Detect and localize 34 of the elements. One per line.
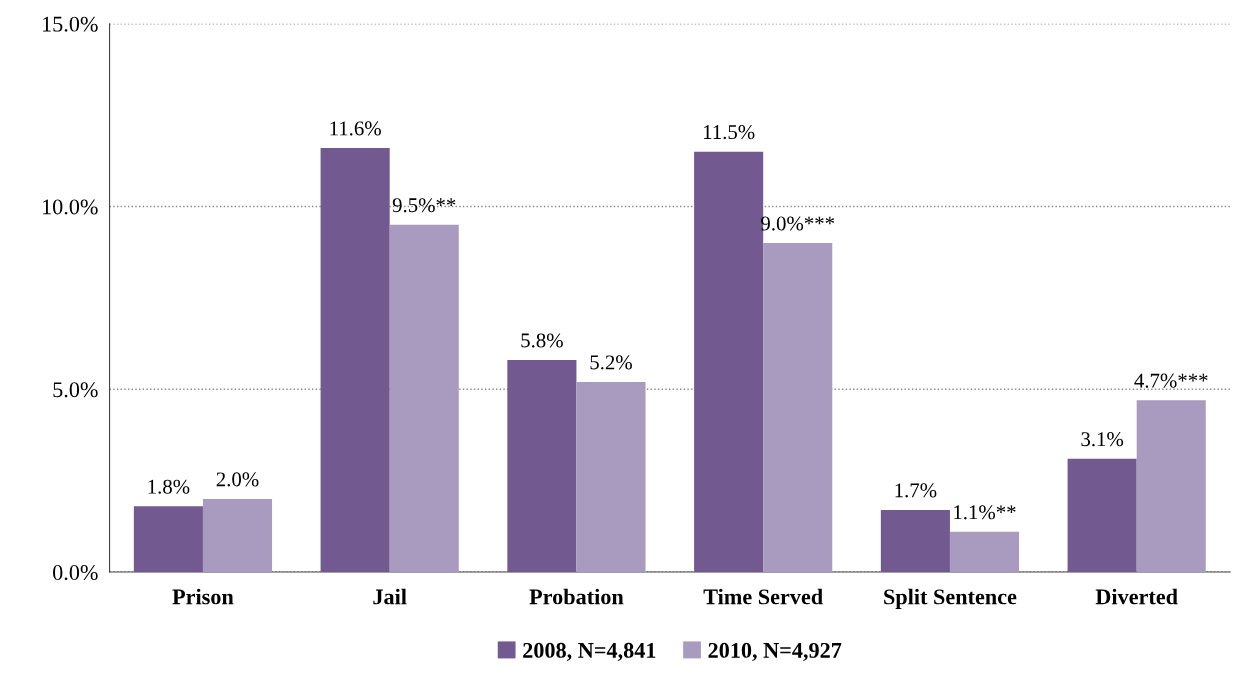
data-label: 11.5%: [703, 125, 755, 140]
y-tick-label: 0.0%: [53, 565, 98, 581]
data-label: 11.6%: [330, 121, 381, 136]
data-label: 1.7%: [895, 483, 937, 498]
bar: [949, 531, 1020, 573]
x-tick-label: Split Sentence: [884, 588, 1017, 609]
x-tick-label: Diverted: [1095, 588, 1178, 605]
bar: [1136, 400, 1206, 573]
bar: [320, 147, 390, 573]
bar: [880, 509, 950, 573]
x-tick-label: Probation: [529, 588, 624, 605]
data-label: 2.0%: [216, 472, 259, 487]
data-label: 9.5%**: [392, 198, 456, 213]
bar: [576, 381, 646, 573]
x-tick-label: Prison: [172, 588, 234, 605]
x-tick-label: Time Served: [703, 588, 823, 605]
bar: [1067, 458, 1137, 573]
bar: [389, 224, 459, 573]
legend-label: 2010, N=4,927: [708, 642, 842, 662]
y-tick-label: 10.0%: [43, 199, 98, 215]
bar: [133, 506, 203, 573]
x-tick-label: Jail: [373, 588, 407, 605]
data-label: 1.8%: [148, 479, 190, 494]
y-tick-label: 15.0%: [43, 16, 98, 32]
legend-label: 2008, N=4,841: [523, 642, 656, 662]
y-tick-label: 5.0%: [53, 382, 98, 398]
bar: [507, 360, 577, 573]
data-label: 5.2%: [590, 355, 632, 370]
bar: [763, 243, 833, 573]
bar: [202, 498, 273, 573]
data-label: 1.1%**: [954, 505, 1016, 520]
data-label: 4.7%***: [1134, 373, 1208, 388]
data-label: 3.1%: [1081, 432, 1124, 447]
data-label: 5.8%: [521, 333, 563, 348]
